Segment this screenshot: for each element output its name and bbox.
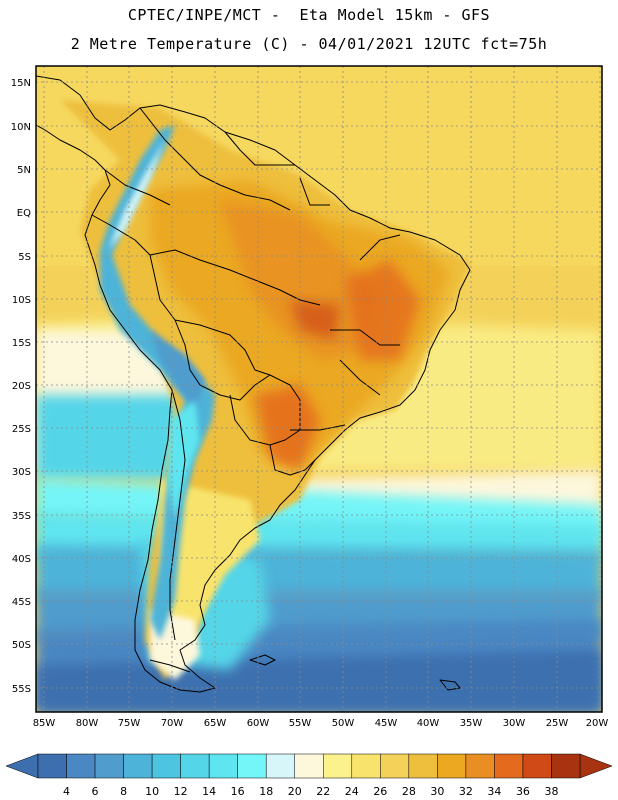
colorbar-low-arrow xyxy=(5,753,39,779)
colorbar-tick-label: 14 xyxy=(202,785,216,798)
lat-label: 35S xyxy=(12,511,31,522)
lat-label: 10N xyxy=(11,122,31,133)
colorbar-tick-label: 36 xyxy=(516,785,530,798)
colorbar-tick-label: 28 xyxy=(402,785,416,798)
colorbar-tick-label: 22 xyxy=(316,785,330,798)
colorbar-swatch xyxy=(351,753,381,779)
colorbar-swatch xyxy=(265,753,295,779)
colorbar-tick-label: 26 xyxy=(373,785,387,798)
lon-label: 75W xyxy=(118,718,141,729)
lat-label: 15S xyxy=(12,338,31,349)
colorbar-tick-label: 24 xyxy=(345,785,359,798)
colorbar-swatch xyxy=(494,753,524,779)
lat-label: 25S xyxy=(12,424,31,435)
colorbar-tick-label: 18 xyxy=(259,785,273,798)
colorbar-swatch xyxy=(180,753,210,779)
lat-label: 10S xyxy=(12,295,31,306)
lon-label: 65W xyxy=(204,718,227,729)
lat-label: EQ xyxy=(17,208,31,219)
colorbar-swatch xyxy=(123,753,153,779)
coastlines-borders xyxy=(36,75,471,693)
longitude-axis: 85W 80W 75W 70W 65W 60W 55W 50W 45W 40W … xyxy=(33,718,609,729)
colorbar-swatch xyxy=(208,753,238,779)
colorbar-swatch xyxy=(37,753,67,779)
graticule xyxy=(36,66,602,712)
colorbar-swatch xyxy=(437,753,467,779)
colorbar-swatch xyxy=(380,753,410,779)
colorbar-swatch xyxy=(94,753,124,779)
lon-label: 50W xyxy=(332,718,355,729)
colorbar-tick-label: 12 xyxy=(174,785,188,798)
colorbar-tick-label: 30 xyxy=(430,785,444,798)
colorbar-tick-label: 8 xyxy=(120,785,127,798)
temperature-field xyxy=(36,66,602,712)
colorbar-swatch xyxy=(323,753,353,779)
lat-label: 40S xyxy=(12,554,31,565)
lat-label: 50S xyxy=(12,640,31,651)
latitude-axis: 15N 10N 5N EQ 5S 10S 15S 20S 25S 30S 35S… xyxy=(11,78,31,695)
colorbar-tick-label: 10 xyxy=(145,785,159,798)
lon-label: 25W xyxy=(546,718,569,729)
lat-label: 20S xyxy=(12,381,31,392)
lon-label: 45W xyxy=(375,718,398,729)
lat-label: 45S xyxy=(12,597,31,608)
lat-label: 15N xyxy=(11,78,31,89)
lat-label: 30S xyxy=(12,467,31,478)
colorbar-swatch xyxy=(237,753,267,779)
lat-label: 5S xyxy=(18,252,31,263)
colorbar: 4 6 8 10 12 14 16 18 20 22 24 26 28 30 32 34 36 38 xyxy=(5,753,613,798)
colorbar-swatch xyxy=(151,753,181,779)
lon-label: 40W xyxy=(417,718,440,729)
lat-label: 5N xyxy=(17,165,31,176)
colorbar-tick-label: 38 xyxy=(544,785,558,798)
lon-label: 60W xyxy=(247,718,270,729)
colorbar-tick-label: 20 xyxy=(288,785,302,798)
colorbar-swatch xyxy=(66,753,96,779)
map-subtitle: 2 Metre Temperature (C) - 04/01/2021 12U… xyxy=(70,35,548,53)
lon-label: 20W xyxy=(586,718,609,729)
lat-label: 55S xyxy=(12,684,31,695)
map-title: CPTEC/INPE/MCT - Eta Model 15km - GFS xyxy=(127,6,491,24)
lon-label: 30W xyxy=(503,718,526,729)
colorbar-tick-label: 4 xyxy=(63,785,70,798)
colorbar-swatch xyxy=(551,753,581,779)
colorbar-swatch xyxy=(408,753,438,779)
colorbar-swatch xyxy=(522,753,552,779)
colorbar-tick-label: 34 xyxy=(487,785,501,798)
colorbar-high-arrow xyxy=(579,753,613,779)
colorbar-swatch xyxy=(294,753,324,779)
lon-label: 70W xyxy=(161,718,184,729)
lon-label: 55W xyxy=(289,718,312,729)
colorbar-swatch xyxy=(465,753,495,779)
colorbar-tick-label: 32 xyxy=(459,785,473,798)
colorbar-tick-label: 6 xyxy=(92,785,99,798)
lon-label: 80W xyxy=(76,718,99,729)
map-frame xyxy=(35,65,603,713)
lon-label: 35W xyxy=(460,718,483,729)
lon-label: 85W xyxy=(33,718,56,729)
colorbar-tick-label: 16 xyxy=(231,785,245,798)
